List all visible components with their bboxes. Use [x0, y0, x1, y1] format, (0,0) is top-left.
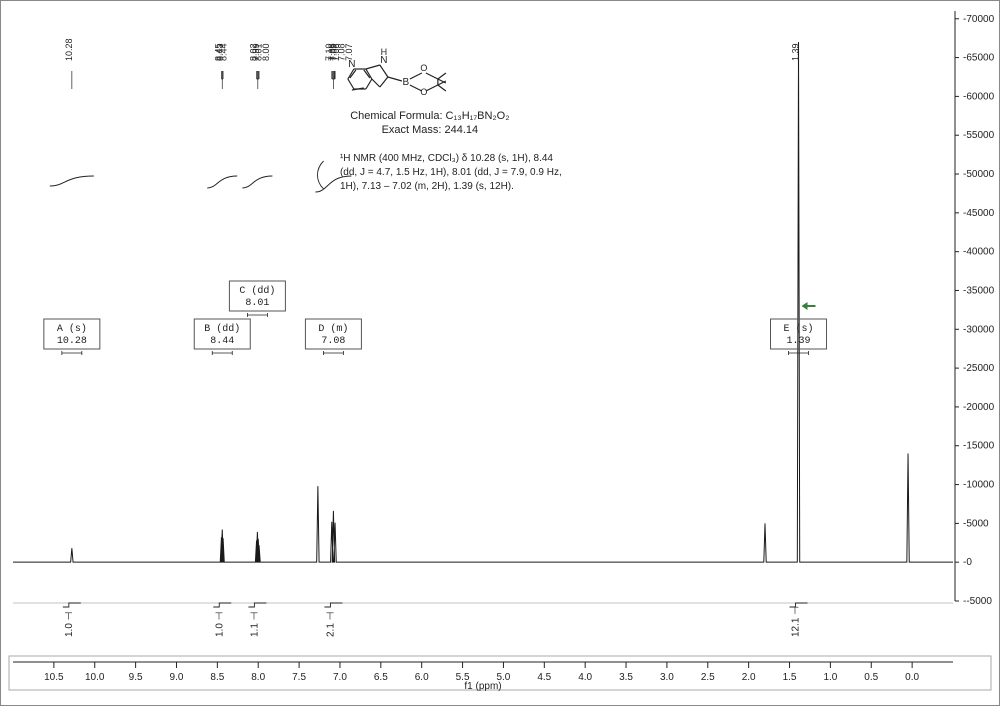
x-tick-label: 9.0: [170, 672, 184, 683]
integral-curve: [50, 176, 94, 186]
x-tick-label: 1.5: [783, 672, 797, 683]
x-tick-label: 3.0: [660, 672, 674, 683]
x-tick-label: 4.5: [537, 672, 551, 683]
integral-value: 1.0 ⊣: [214, 612, 225, 637]
y-tick-label: -0: [963, 557, 972, 568]
integral-curve: [207, 176, 237, 188]
y-tick-label: -35000: [963, 285, 995, 296]
integral-step: [248, 603, 266, 607]
nmr-text-line: 1H), 7.13 – 7.02 (m, 2H), 1.39 (s, 12H).: [340, 181, 514, 192]
y-tick-label: -50000: [963, 169, 995, 180]
y-tick-label: -45000: [963, 208, 995, 219]
y-tick-label: -65000: [963, 53, 995, 64]
signal-box-id: C (dd): [239, 285, 275, 297]
y-tick-label: -10000: [963, 480, 995, 491]
integral-curve: [242, 176, 272, 188]
y-tick-label: -60000: [963, 91, 995, 102]
y-tick-label: -5000: [963, 518, 989, 529]
signal-box-ppm: 7.08: [321, 336, 345, 347]
svg-text:H: H: [381, 47, 388, 57]
peak-label: 8.43: [215, 43, 225, 61]
signal-box-id: A (s): [57, 323, 87, 335]
cursor-arrow-icon: [802, 302, 816, 310]
x-tick-label: 6.0: [415, 672, 429, 683]
y-tick-label: -20000: [963, 402, 995, 413]
peak-label: 7.99: [251, 43, 261, 61]
x-tick-label: 6.5: [374, 672, 388, 683]
svg-text:B: B: [403, 77, 410, 88]
x-tick-label: 9.5: [129, 672, 143, 683]
y-tick-label: -70000: [963, 14, 995, 25]
svg-text:N: N: [348, 59, 355, 70]
x-tick-label: 10.5: [44, 672, 64, 683]
nmr-text-brace: [317, 161, 323, 189]
integral-value: 12.1 ⊣: [791, 606, 802, 637]
x-tick-label: 4.0: [578, 672, 592, 683]
peak-label: 8.00: [261, 43, 271, 61]
nmr-text-line: (dd, J = 4.7, 1.5 Hz, 1H), 8.01 (dd, J =…: [340, 167, 562, 178]
x-tick-label: 8.5: [210, 672, 224, 683]
integral-step: [63, 603, 81, 607]
nmr-spectrum-frame: --5000 -0 -5000 -10000 -15000 -20000 -25000 -30…: [0, 0, 1000, 706]
x-tick-label: 0.5: [864, 672, 878, 683]
y-tick-label: --5000: [963, 596, 992, 607]
signal-box-id: D (m): [318, 323, 348, 335]
signal-box-ppm: 8.44: [210, 336, 234, 347]
y-tick-label: -30000: [963, 324, 995, 335]
signal-box-ppm: 1.39: [787, 336, 811, 347]
integral-value: 2.1 ⊣: [325, 612, 336, 637]
svg-text:O: O: [420, 87, 427, 97]
y-tick-label: -55000: [963, 130, 995, 141]
x-tick-label: 7.5: [292, 672, 306, 683]
peak-label: 1.39: [791, 43, 801, 61]
x-axis-title: f1 (ppm): [464, 681, 501, 692]
x-tick-label: 10.0: [85, 672, 105, 683]
peak-label: 7.06: [331, 43, 341, 61]
integral-value: 1.1 ⊣: [249, 612, 260, 637]
peak-label: 10.28: [64, 38, 74, 61]
exact-mass: Exact Mass: 244.14: [382, 124, 479, 136]
signal-box-id: B (dd): [204, 323, 240, 335]
spectrum-svg: --5000 -0 -5000 -10000 -15000 -20000 -25000 -30…: [1, 1, 1000, 707]
x-tick-label: 2.5: [701, 672, 715, 683]
x-tick-label: 8.0: [251, 672, 265, 683]
y-tick-label: -40000: [963, 247, 995, 258]
signal-box-id: E (s): [784, 323, 814, 335]
integral-value: 1.0 ⊣: [64, 612, 75, 637]
molecule-structure: NNHBOO: [348, 47, 446, 97]
x-tick-label: 3.5: [619, 672, 633, 683]
x-tick-label: 1.0: [823, 672, 837, 683]
signal-box-ppm: 8.01: [245, 298, 269, 309]
chemical-formula: Chemical Formula: C₁₃H₁₇BN₂O₂: [350, 110, 509, 122]
signal-box-ppm: 10.28: [57, 336, 87, 347]
y-tick-label: -25000: [963, 363, 995, 374]
y-tick-label: -15000: [963, 441, 995, 452]
integral-step: [213, 603, 231, 607]
x-tick-label: 7.0: [333, 672, 347, 683]
svg-text:O: O: [420, 63, 427, 73]
x-tick-label: 2.0: [742, 672, 756, 683]
integral-step: [324, 603, 342, 607]
x-tick-label: 0.0: [905, 672, 919, 683]
nmr-text-line: ¹H NMR (400 MHz, CDCl₃) δ 10.28 (s, 1H),…: [340, 153, 553, 164]
